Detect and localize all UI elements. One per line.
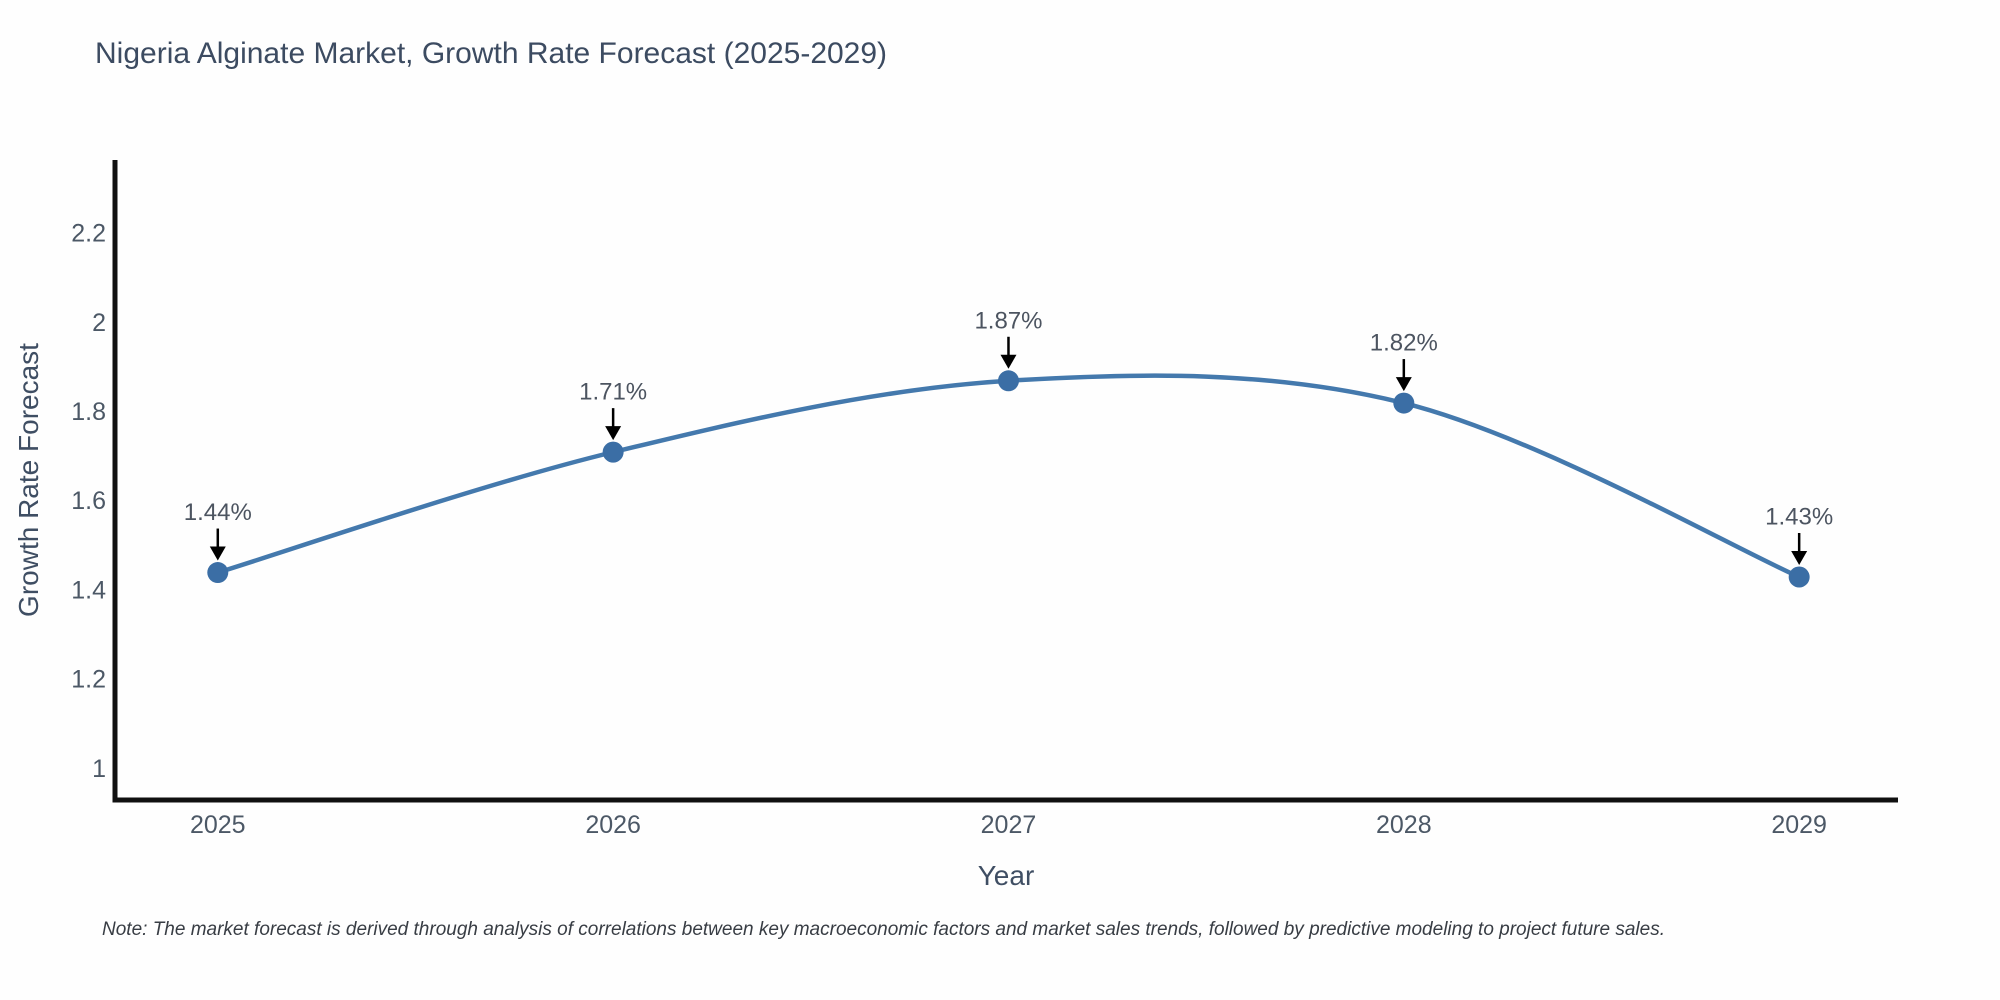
- x-tick-label: 2029: [1771, 811, 1827, 839]
- y-tick-label: 1.8: [71, 398, 106, 426]
- annotation-arrow-head: [1395, 377, 1412, 392]
- chart-title: Nigeria Alginate Market, Growth Rate For…: [95, 37, 888, 70]
- x-tick-label: 2028: [1376, 811, 1432, 839]
- data-point-label: 1.71%: [579, 379, 647, 406]
- y-axis-title: Growth Rate Forecast: [13, 343, 44, 617]
- data-point-marker: [1788, 566, 1810, 588]
- axis-lines: [112, 160, 1898, 803]
- y-tick-label: 2.2: [71, 220, 106, 248]
- data-point-label: 1.82%: [1370, 330, 1438, 357]
- x-axis-title: Year: [977, 860, 1035, 891]
- y-tick-label: 1: [92, 755, 106, 783]
- data-point-label: 1.87%: [974, 307, 1042, 334]
- annotation-arrow-head: [1000, 354, 1017, 369]
- x-tick-label: 2025: [190, 811, 246, 839]
- data-point-label: 1.43%: [1765, 504, 1833, 531]
- annotation-arrow-head: [209, 546, 226, 561]
- line-series: [215, 373, 1802, 580]
- data-point-marker: [1393, 392, 1415, 414]
- y-tick-label: 1.4: [71, 576, 106, 604]
- data-point-marker: [997, 370, 1019, 392]
- data-point-marker: [207, 562, 229, 584]
- data-point-label: 1.44%: [184, 499, 252, 526]
- data-point-marker: [602, 441, 624, 463]
- y-tick-label: 2: [92, 309, 106, 337]
- annotation-arrow-head: [1791, 551, 1808, 566]
- y-tick-label: 1.2: [71, 666, 106, 694]
- x-tick-label: 2027: [981, 811, 1037, 839]
- x-tick-label: 2026: [585, 811, 641, 839]
- y-tick-label: 1.6: [71, 487, 106, 515]
- annotation-arrow-head: [605, 426, 622, 441]
- footnote: Note: The market forecast is derived thr…: [102, 919, 1665, 940]
